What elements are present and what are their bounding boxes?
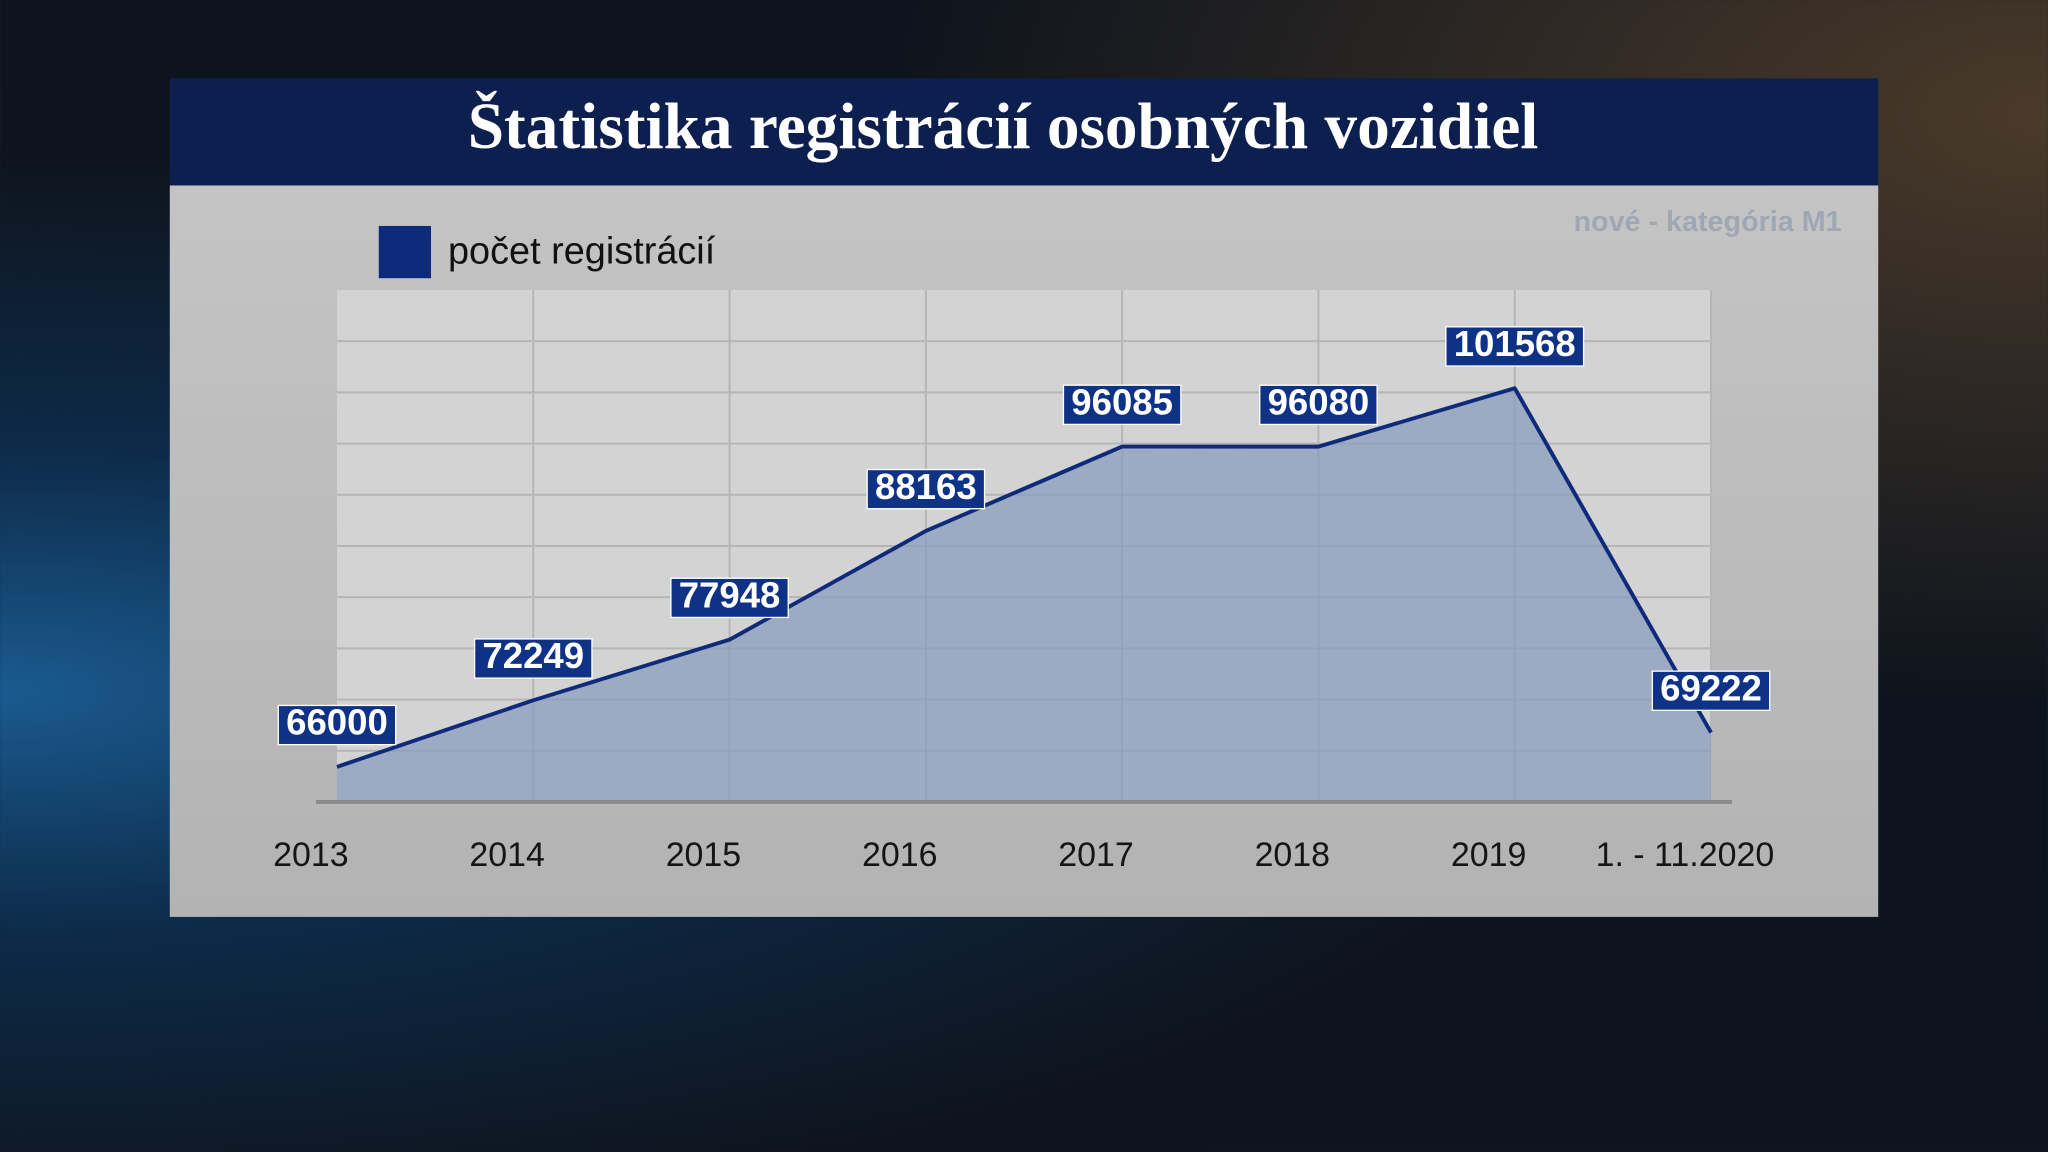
chart-title: Štatistika registrácií osobných vozidiel [468, 90, 1539, 163]
value-label-box: 88163 [866, 466, 986, 510]
value-label-bg [1062, 384, 1182, 426]
value-label-bg [1259, 384, 1378, 426]
x-tick-label: 1. - 11.2020 [1596, 836, 1775, 874]
value-label: 77948 [679, 575, 781, 616]
chart-subtitle: nové - kategória M1 [1574, 206, 1842, 238]
value-label-box: 101568 [1445, 323, 1585, 367]
value-label-bg [866, 468, 986, 510]
value-label: 88163 [875, 466, 977, 507]
value-label: 66000 [286, 702, 388, 743]
x-tick-label: 2019 [1451, 836, 1527, 874]
x-tick-label: 2016 [862, 836, 938, 874]
value-label-box: 69222 [1651, 667, 1771, 711]
x-tick-label: 2015 [666, 836, 742, 874]
value-label-box: 96085 [1062, 381, 1182, 426]
value-label-box: 72249 [473, 635, 593, 679]
value-label-box: 77948 [670, 575, 789, 619]
value-label: 72249 [482, 635, 584, 676]
x-tick-label: 2018 [1255, 836, 1331, 874]
value-label-bg [1651, 670, 1771, 711]
value-label-bg [277, 704, 397, 746]
value-label-bg [670, 577, 789, 619]
line [336, 386, 1713, 769]
title-bar [169, 78, 1879, 186]
x-tick-label: 2017 [1058, 836, 1134, 874]
legend-swatch [378, 225, 432, 279]
value-label: 69222 [1660, 667, 1762, 708]
value-label: 96080 [1268, 382, 1370, 423]
value-label-box: 96080 [1259, 382, 1378, 426]
value-label-box: 66000 [277, 702, 397, 746]
area [336, 388, 1712, 802]
x-tick-label: 2013 [273, 836, 349, 874]
value-label-bg [1445, 326, 1585, 367]
x-tick-label: 2014 [469, 836, 544, 874]
value-label: 101568 [1454, 323, 1576, 364]
value-label-bg [473, 638, 593, 679]
value-label: 96085 [1071, 381, 1173, 422]
legend-label: počet registrácií [448, 230, 716, 272]
